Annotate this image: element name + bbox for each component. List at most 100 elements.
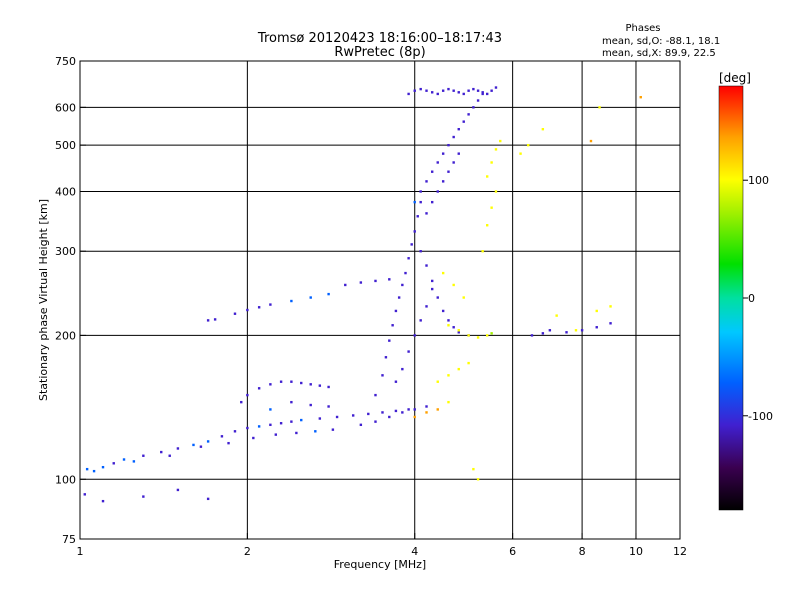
plot-frame [79, 60, 681, 540]
data-point [413, 200, 416, 204]
data-point [472, 87, 475, 91]
data-point [530, 334, 534, 337]
chart-subtitle: RwPretec (8p) [334, 45, 425, 60]
data-point [206, 319, 210, 322]
data-point [394, 380, 398, 383]
data-point [472, 106, 475, 109]
data-point [574, 329, 578, 332]
data-point [472, 467, 475, 471]
x-tick-label: 2 [244, 545, 251, 558]
data-point [425, 180, 428, 183]
colorbar-ticks: 100 0 -100 [743, 174, 773, 423]
data-point [269, 383, 272, 386]
data-point [452, 161, 455, 164]
data-point [142, 495, 145, 498]
data-point [381, 411, 384, 414]
data-point [295, 431, 298, 435]
data-point [425, 405, 428, 408]
data-point [441, 89, 445, 92]
data-point [85, 467, 89, 471]
data-point [452, 135, 455, 139]
data-point [410, 243, 413, 246]
data-point [407, 408, 410, 411]
data-point [401, 283, 404, 287]
data-point [527, 143, 530, 147]
data-point [490, 332, 493, 335]
data-point [206, 440, 210, 443]
y-tick-label: 300 [55, 245, 76, 258]
y-tick-label: 100 [55, 473, 76, 486]
data-point [407, 257, 410, 260]
data-point [425, 305, 428, 308]
data-point [609, 322, 612, 325]
data-point [452, 326, 455, 329]
colorbar: [deg] 100 0 -100 [718, 71, 773, 511]
data-point [598, 106, 601, 109]
data-point [462, 92, 465, 96]
data-point [595, 309, 598, 313]
x-tick-label: 4 [411, 545, 418, 558]
data-point [447, 374, 450, 377]
data-point [430, 91, 434, 94]
y-tick-label: 200 [55, 329, 76, 342]
data-point [476, 478, 480, 481]
x-tick-label: 6 [509, 545, 516, 558]
data-point [344, 283, 347, 287]
data-point [462, 296, 465, 299]
data-point [397, 296, 401, 299]
data-point [425, 89, 428, 92]
data-point [419, 87, 422, 91]
data-point [430, 200, 434, 204]
data-point [425, 264, 428, 267]
data-point [595, 326, 598, 329]
data-point [447, 170, 450, 173]
data-point [401, 367, 404, 371]
x-tick-label: 1 [77, 545, 84, 558]
data-point [519, 152, 522, 155]
data-point [160, 450, 163, 454]
phases-line-o: mean, sd,O: -88.1, 18.1 [602, 36, 720, 47]
data-point [565, 331, 568, 334]
data-point [457, 367, 460, 371]
data-point [220, 435, 224, 438]
data-point [274, 433, 278, 436]
data-point [213, 318, 217, 321]
data-point [257, 306, 261, 309]
data-point [101, 499, 105, 503]
data-point [112, 462, 115, 465]
data-point [269, 303, 272, 306]
data-point [233, 312, 237, 315]
data-point [436, 380, 439, 383]
data-points [83, 86, 642, 503]
data-point [176, 488, 180, 492]
data-point [548, 329, 552, 332]
data-point [419, 319, 422, 322]
data-point [279, 380, 283, 383]
data-point [541, 332, 545, 335]
colorbar-tick-label: -100 [748, 410, 773, 423]
data-point [199, 445, 203, 448]
data-point [425, 212, 428, 215]
data-point [481, 250, 484, 253]
data-point [555, 314, 558, 317]
data-point [314, 430, 317, 433]
data-point [485, 175, 489, 178]
y-tick-label: 500 [55, 139, 76, 152]
data-point [122, 458, 126, 461]
data-point [290, 299, 293, 303]
data-point [490, 206, 493, 209]
data-point [381, 374, 384, 377]
data-point [101, 465, 105, 469]
data-point [457, 331, 460, 334]
data-point [367, 412, 370, 416]
y-tick-label: 400 [55, 185, 76, 198]
data-point [318, 384, 322, 387]
data-point [436, 190, 439, 193]
data-point [436, 161, 439, 164]
x-tick-label: 8 [579, 545, 586, 558]
data-point [430, 170, 434, 173]
data-point [359, 423, 363, 427]
x-tick-label: 12 [673, 545, 687, 558]
